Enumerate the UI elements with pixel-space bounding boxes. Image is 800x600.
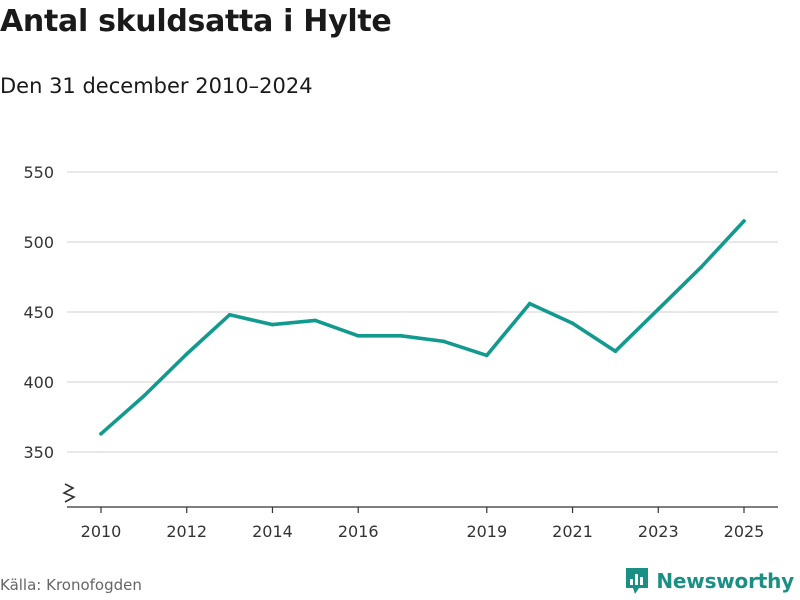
data-point bbox=[356, 334, 361, 338]
x-tick-label: 2010 bbox=[81, 522, 122, 541]
x-tick-label: 2014 bbox=[252, 522, 293, 541]
data-point bbox=[699, 265, 703, 270]
data-point bbox=[742, 219, 746, 223]
axis-break-icon bbox=[62, 483, 76, 503]
x-tick-label: 2016 bbox=[338, 522, 379, 541]
x-tick-label: 2025 bbox=[724, 522, 765, 541]
chart-title: Antal skuldsatta i Hylte bbox=[0, 4, 392, 39]
data-point bbox=[99, 432, 103, 436]
y-tick-label: 450 bbox=[23, 303, 54, 322]
data-point bbox=[442, 339, 446, 344]
y-tick-label: 350 bbox=[23, 443, 54, 462]
data-point bbox=[570, 321, 575, 326]
y-tick-label: 400 bbox=[23, 373, 54, 392]
chart-subtitle: Den 31 december 2010–2024 bbox=[0, 74, 313, 98]
source-note: Källa: Kronofogden bbox=[0, 576, 142, 594]
data-point bbox=[270, 322, 275, 327]
data-point bbox=[527, 301, 532, 306]
x-axis: 2010 2012 2014 2016 2019 2021 2023 2025 bbox=[62, 483, 778, 541]
data-point bbox=[656, 307, 661, 312]
gridlines bbox=[67, 171, 778, 453]
x-tick-label: 2012 bbox=[166, 522, 207, 541]
x-tick-label: 2021 bbox=[552, 522, 593, 541]
brand-name: Newsworthy bbox=[656, 569, 794, 593]
data-point bbox=[313, 318, 318, 323]
series-line bbox=[99, 219, 746, 436]
data-point bbox=[485, 353, 489, 358]
brand-logo[interactable]: Newsworthy bbox=[624, 566, 794, 596]
data-point bbox=[399, 334, 403, 338]
series-layer bbox=[99, 219, 746, 436]
y-axis: 350 400 450 500 550 bbox=[23, 163, 54, 462]
data-point bbox=[184, 352, 189, 356]
data-point bbox=[227, 313, 232, 317]
x-tick-label: 2023 bbox=[638, 522, 679, 541]
data-point bbox=[613, 349, 618, 354]
y-tick-label: 500 bbox=[23, 233, 54, 252]
newsworthy-logo-icon bbox=[626, 568, 649, 594]
y-tick-label: 550 bbox=[23, 163, 54, 182]
data-point bbox=[142, 394, 146, 398]
x-tick-label: 2019 bbox=[466, 522, 507, 541]
